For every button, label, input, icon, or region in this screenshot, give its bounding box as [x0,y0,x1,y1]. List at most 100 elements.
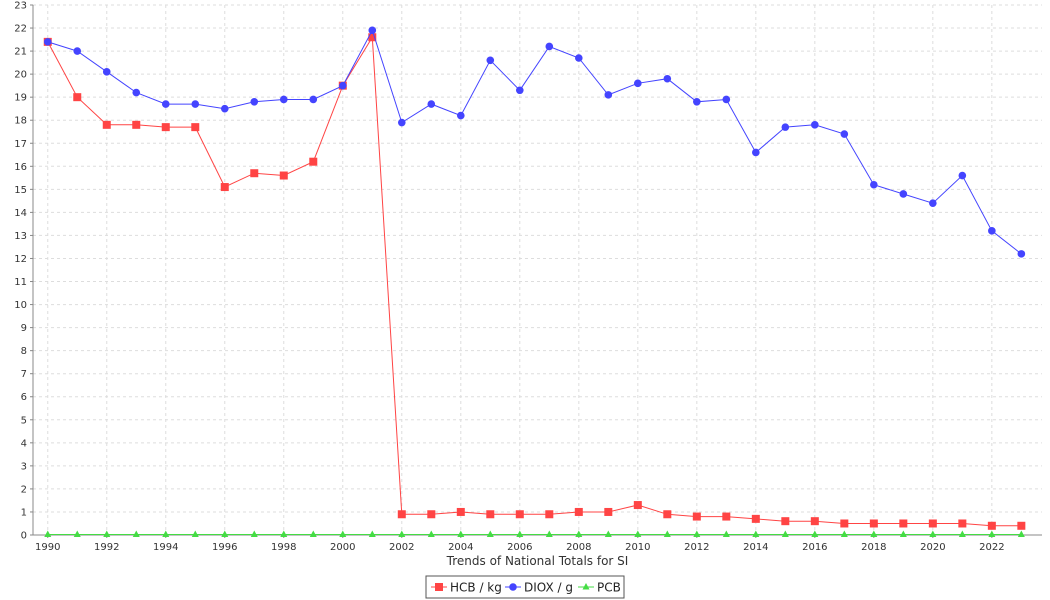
y-tick-label: 14 [14,208,27,219]
data-point [515,86,524,95]
data-point [427,100,436,108]
data-point [220,183,229,192]
data-point [44,530,52,538]
data-point [958,530,966,538]
data-point [575,54,583,62]
data-point [73,93,82,102]
x-tick-label: 2002 [389,542,414,553]
data-point [102,120,111,129]
x-tick-label: 2018 [861,542,886,553]
legend: HCB / kg DIOX / g PCB [425,575,625,599]
data-point [634,530,642,538]
x-tick-label: 1990 [35,542,60,553]
legend-entry: PCB [578,581,621,595]
data-point [751,514,760,523]
x-tick-label: 1992 [94,542,119,553]
y-tick-label: 5 [21,415,27,426]
data-point [1017,530,1025,538]
data-point [634,79,642,88]
data-point [722,530,730,538]
data-point [870,530,878,538]
plot-area [33,5,1042,535]
data-point [692,512,701,521]
x-tick-label: 2020 [920,542,945,553]
legend-marker [509,583,517,591]
y-tick-label: 17 [14,139,27,150]
x-tick-label: 2008 [566,542,591,553]
x-tick-label: 1996 [212,542,237,553]
x-tick-label: 1998 [271,542,296,553]
data-point [840,130,849,138]
data-point [280,530,288,538]
data-point [161,123,170,132]
x-tick-label: 2022 [979,542,1004,553]
x-tick-label: 1994 [153,542,178,553]
data-point [398,530,406,538]
data-point [103,530,111,538]
legend-marker [582,583,590,590]
data-point [929,530,937,538]
data-point [604,530,612,538]
legend-marker [435,583,443,591]
series-group [43,26,1026,538]
y-tick-label: 20 [14,70,27,81]
data-point [663,74,672,83]
data-point [132,530,140,538]
y-tick-label: 21 [14,47,27,58]
data-point [486,56,495,65]
data-point [663,530,671,538]
data-point [73,47,82,55]
data-point [870,180,878,189]
x-tick-label: 2010 [625,542,650,553]
data-point [427,530,435,538]
data-point [250,530,258,538]
data-point [309,530,317,538]
series-line [47,35,1022,527]
data-point [220,104,229,113]
data-point [250,97,259,106]
y-tick-label: 2 [21,484,27,495]
series-diox [43,26,1026,258]
data-point [456,507,465,516]
legend-label: PCB [597,581,621,595]
data-point [781,530,789,538]
legend-entry: HCB / kg [431,581,502,595]
y-tick-label: 8 [21,346,27,357]
data-point [752,530,760,538]
y-tick-label: 3 [21,461,27,472]
data-point [899,519,908,528]
data-point [899,190,908,198]
y-tick-label: 13 [14,231,27,242]
data-point [309,95,318,104]
data-point [162,530,170,538]
y-tick-label: 15 [14,185,27,196]
data-point [928,519,937,528]
data-point [43,38,52,46]
data-point [958,171,967,180]
data-point [368,530,376,538]
data-point [368,33,377,42]
x-tick-label: 2006 [507,542,532,553]
y-tick-label: 22 [14,24,27,35]
series-line [47,29,1022,255]
data-point [427,510,436,519]
data-point [988,227,996,235]
data-point [574,507,583,516]
data-point [929,199,937,207]
data-point [604,91,613,99]
x-tick-label: 2000 [330,542,355,553]
x-axis-title: Trends of National Totals for SI [446,554,629,568]
data-point [221,530,229,538]
data-point [545,530,553,538]
data-point [752,148,760,157]
data-point [781,517,790,526]
data-point [279,95,288,104]
legend-label: DIOX / g [524,581,573,595]
series-pcb [44,530,1025,538]
data-point [545,510,554,519]
x-tick-label: 2004 [448,542,473,553]
data-point [575,530,583,538]
data-point [604,507,613,516]
data-point [191,123,200,132]
